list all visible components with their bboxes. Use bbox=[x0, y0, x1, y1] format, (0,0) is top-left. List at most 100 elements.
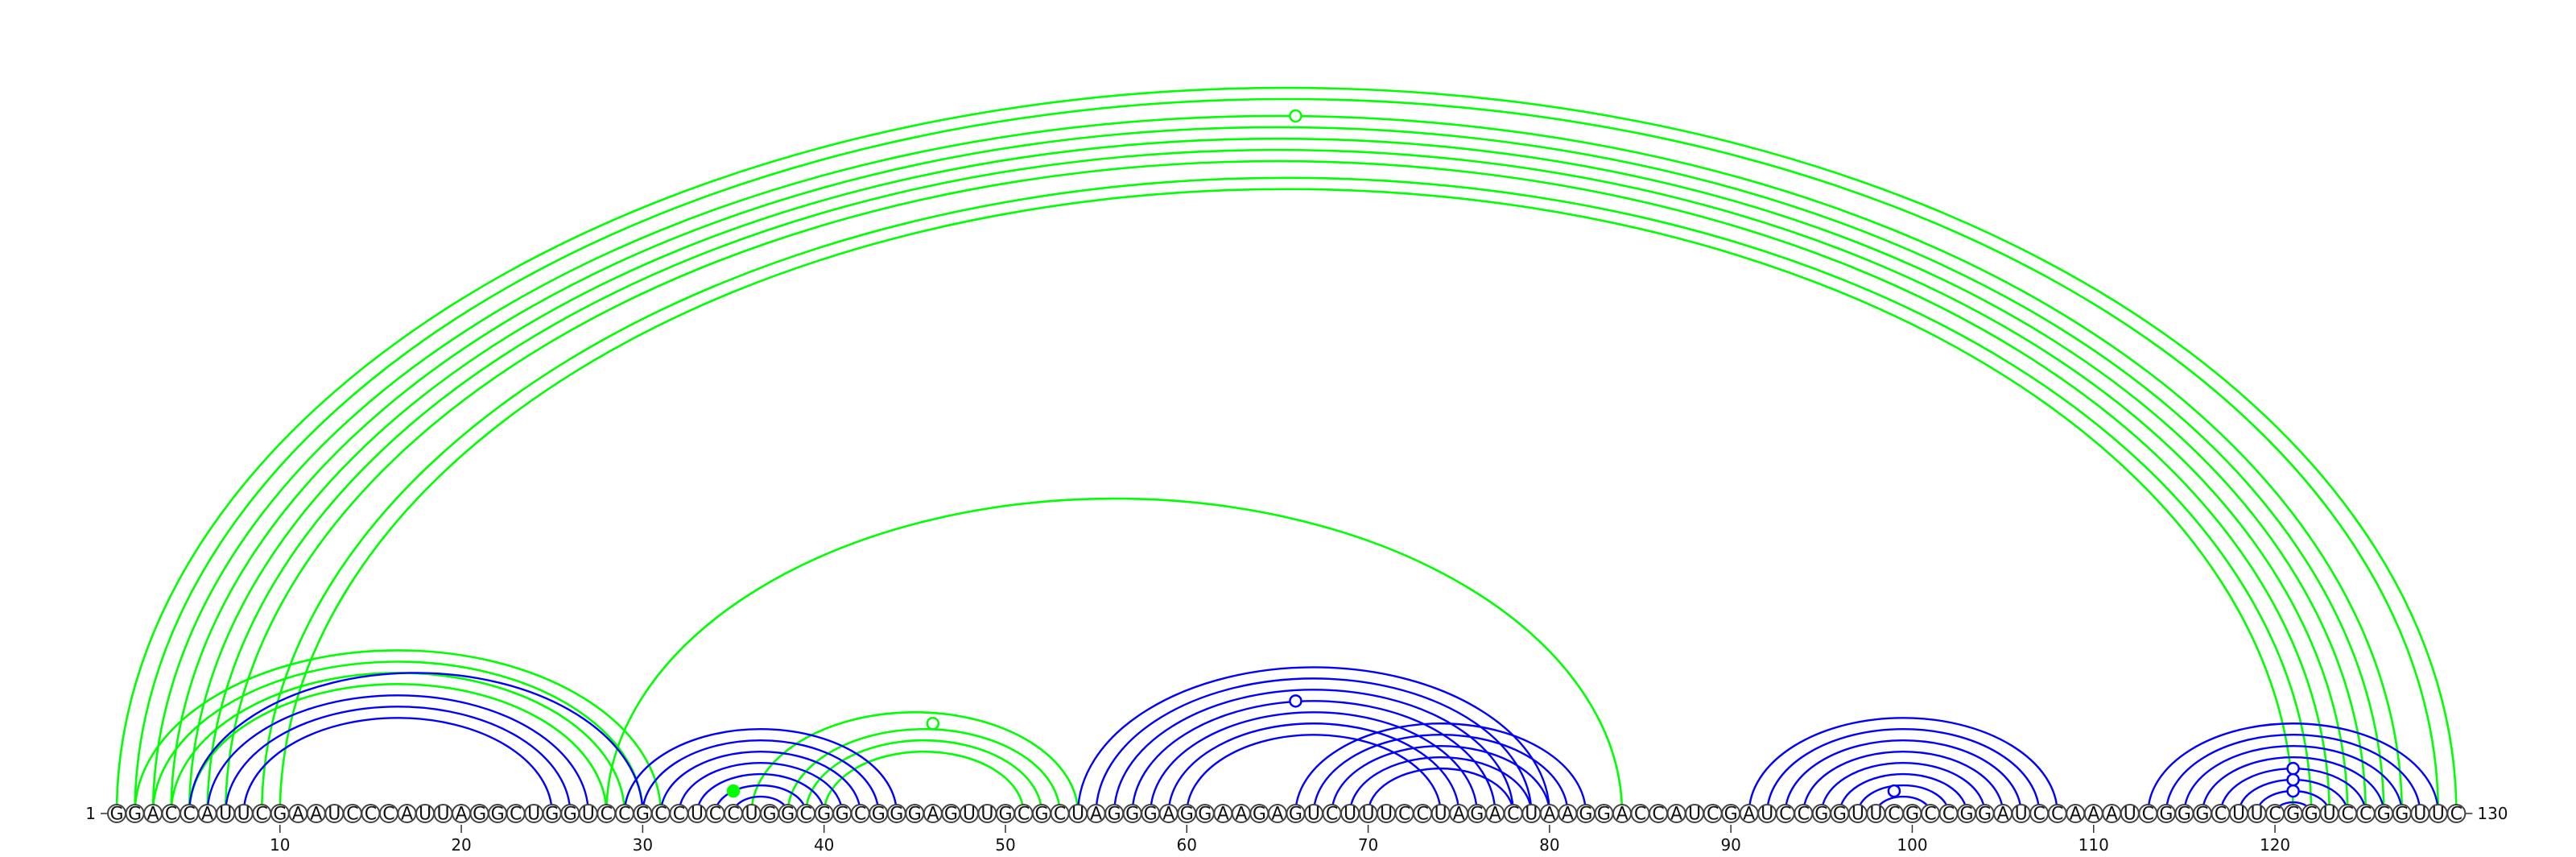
nucleotide-letter: G bbox=[1108, 805, 1121, 825]
nucleotide-116: G bbox=[2192, 804, 2212, 825]
nucleotide-63: A bbox=[1231, 804, 1251, 825]
nucleotide-letter: G bbox=[781, 805, 795, 825]
blue-arc-67-81 bbox=[1312, 734, 1569, 814]
nucleotide-71: U bbox=[1377, 804, 1397, 825]
nucleotide-letter: G bbox=[1814, 805, 1828, 825]
nucleotide-26: G bbox=[560, 804, 580, 825]
nucleotide-letter: G bbox=[109, 805, 123, 825]
nucleotide-letter: U bbox=[237, 805, 250, 825]
nucleotide-letter: C bbox=[365, 805, 377, 825]
nucleotide-69: U bbox=[1340, 804, 1360, 825]
sequence-start-label: 1 bbox=[85, 804, 96, 823]
tick-label-10: 10 bbox=[270, 835, 290, 855]
tick-label-20: 20 bbox=[451, 835, 471, 855]
blue-arc-113-129 bbox=[2147, 722, 2440, 814]
nucleotide-letter: G bbox=[2286, 805, 2300, 825]
nucleotide-letter: U bbox=[2124, 805, 2136, 825]
nucleotide-letter: U bbox=[2232, 805, 2245, 825]
nucleotide-letter: G bbox=[998, 805, 1012, 825]
nucleotide-letter: U bbox=[527, 805, 540, 825]
blue-arc-34-39 bbox=[714, 784, 807, 814]
nucleotide-letter: A bbox=[1235, 805, 1247, 825]
nucleotide-25: G bbox=[542, 804, 562, 825]
nucleotide-56: G bbox=[1104, 804, 1125, 825]
nucleotide-112: U bbox=[2120, 804, 2140, 825]
blue-arc-115-127 bbox=[2183, 744, 2403, 814]
nucleotide-letter: A bbox=[927, 805, 939, 825]
nucleotide-letter: A bbox=[1997, 805, 2009, 825]
nucleotide-53: C bbox=[1050, 804, 1070, 825]
nucleotide-letter: G bbox=[944, 805, 958, 825]
nucleotide-letter: C bbox=[1924, 805, 1936, 825]
green-filled-marker bbox=[726, 784, 741, 798]
nucleotide-16: C bbox=[378, 804, 398, 825]
nucleotide-64: G bbox=[1249, 804, 1269, 825]
nucleotide-letter: U bbox=[419, 805, 431, 825]
nucleotide-letter: G bbox=[763, 805, 777, 825]
green-open-marker bbox=[1289, 109, 1302, 123]
nucleotide-101: C bbox=[1921, 804, 1940, 825]
nucleotide-92: U bbox=[1757, 804, 1777, 825]
nucleotide-letter: A bbox=[1743, 805, 1755, 825]
nucleotide-letter: G bbox=[2178, 805, 2191, 825]
blue-arc-96-103 bbox=[1839, 772, 1968, 814]
tick-label-120: 120 bbox=[2260, 835, 2290, 855]
nucleotide-110: A bbox=[2083, 804, 2103, 825]
nucleotide-29: C bbox=[614, 804, 634, 825]
nucleotide-letter: A bbox=[456, 805, 468, 825]
nucleotide-44: G bbox=[886, 804, 906, 825]
nucleotide-letter: G bbox=[128, 805, 142, 825]
nucleotide-32: C bbox=[669, 804, 689, 825]
nucleotide-105: A bbox=[1993, 804, 2013, 825]
nucleotide-letter: C bbox=[673, 805, 685, 825]
nucleotide-letter: A bbox=[2106, 805, 2118, 825]
nucleotide-38: G bbox=[778, 804, 798, 825]
nucleotide-letter: G bbox=[1905, 805, 1919, 825]
nucleotide-65: A bbox=[1267, 804, 1287, 825]
nucleotide-100: G bbox=[1902, 804, 1922, 825]
blue-arc-33-40 bbox=[696, 772, 825, 814]
nucleotide-9: C bbox=[252, 804, 272, 825]
nucleotide-letter: U bbox=[2432, 805, 2445, 825]
nucleotide-58: G bbox=[1141, 804, 1161, 825]
nucleotide-letter: G bbox=[1597, 805, 1611, 825]
nucleotide-74: U bbox=[1430, 804, 1451, 825]
green-arc-5-125 bbox=[188, 137, 2368, 814]
nucleotide-130: C bbox=[2446, 804, 2467, 825]
blue-arc-30-43 bbox=[642, 739, 880, 814]
nucleotide-letter: C bbox=[1798, 805, 1810, 825]
nucleotide-letter: U bbox=[219, 805, 232, 825]
nucleotide-letter: A bbox=[310, 805, 322, 825]
nucleotide-letter: U bbox=[1869, 805, 1882, 825]
nucleotide-letter: C bbox=[510, 805, 522, 825]
nucleotide-letter: G bbox=[491, 805, 505, 825]
nucleotide-39: C bbox=[796, 804, 816, 825]
nucleotide-98: U bbox=[1866, 804, 1886, 825]
nucleotide-19: U bbox=[433, 804, 453, 825]
nucleotide-5: C bbox=[180, 804, 200, 825]
nucleotide-94: C bbox=[1794, 804, 1814, 825]
green-arc-5-28 bbox=[188, 683, 608, 814]
nucleotide-letter: U bbox=[1688, 805, 1701, 825]
blue-arc-68-80 bbox=[1331, 744, 1551, 814]
nucleotide-letter: U bbox=[1525, 805, 1538, 825]
nucleotide-letter: A bbox=[201, 805, 213, 825]
nucleotide-82: G bbox=[1575, 804, 1596, 825]
nucleotide-letter: U bbox=[1307, 805, 1320, 825]
nucleotide-120: C bbox=[2265, 804, 2285, 825]
blue-arc-97-102 bbox=[1856, 784, 1950, 814]
nucleotide-letter: G bbox=[1978, 805, 1992, 825]
nucleotide-91: A bbox=[1739, 804, 1759, 825]
nucleotide-60: G bbox=[1177, 804, 1197, 825]
nucleotide-30: G bbox=[633, 804, 653, 825]
nucleotide-93: C bbox=[1775, 804, 1795, 825]
nucleotide-35: C bbox=[724, 804, 744, 825]
nucleotide-28: C bbox=[597, 804, 617, 825]
nucleotide-letter: U bbox=[1852, 805, 1864, 825]
nucleotide-letter: G bbox=[564, 805, 577, 825]
green-arc-3-30 bbox=[151, 660, 644, 814]
green-arc-39-52 bbox=[804, 739, 1043, 814]
nucleotide-42: C bbox=[850, 804, 870, 825]
nucleotide-27: U bbox=[578, 804, 598, 825]
